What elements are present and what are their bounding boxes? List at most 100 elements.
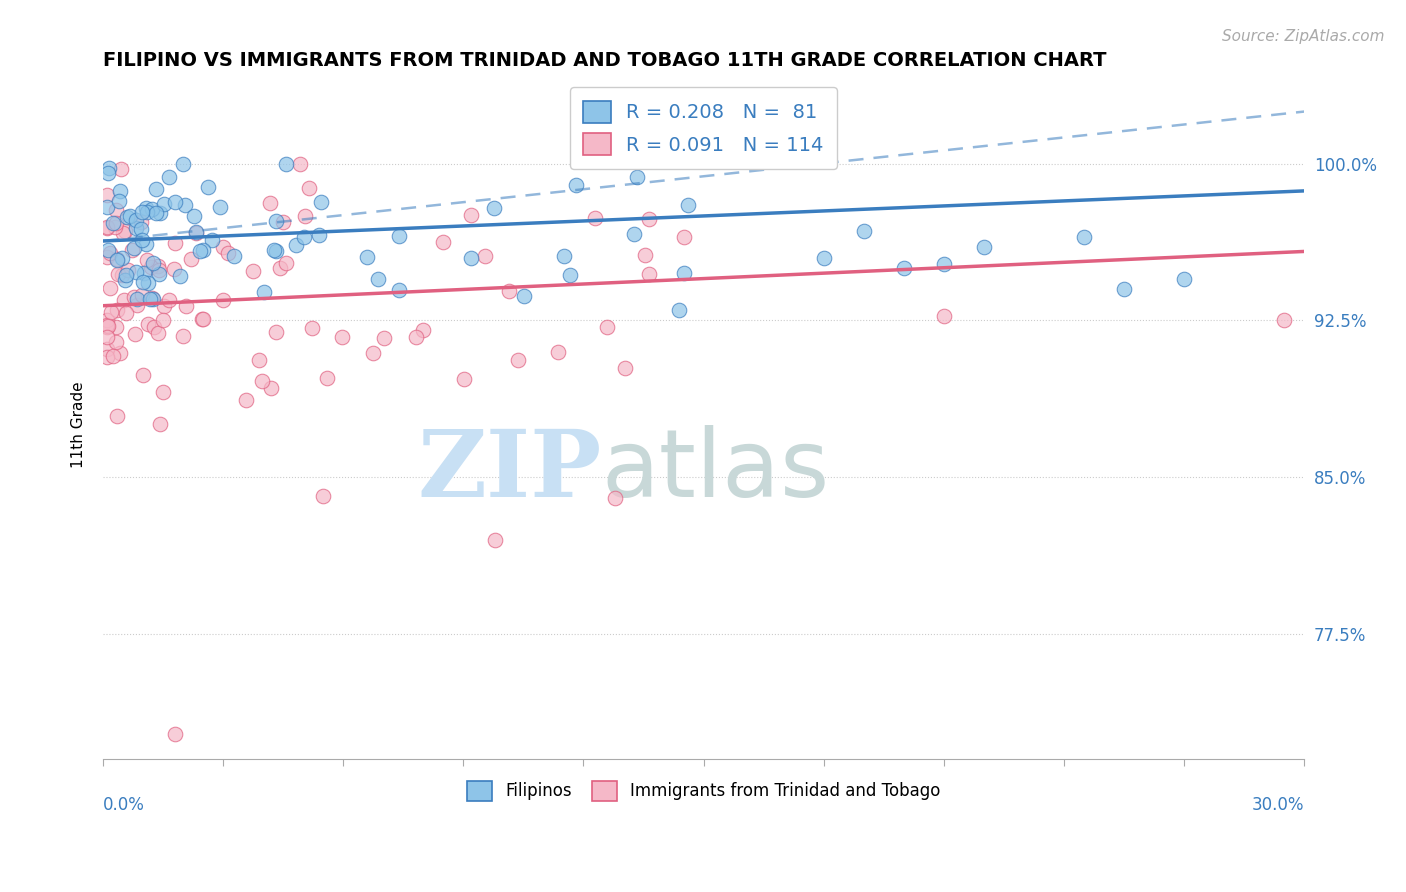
Point <box>129 215 152 229</box>
Point <box>290 157 312 171</box>
Point <box>108 194 131 208</box>
Point <box>148 267 170 281</box>
Point <box>668 302 690 317</box>
Point <box>157 169 180 184</box>
Point <box>212 293 235 307</box>
Point <box>135 236 157 251</box>
Point <box>460 208 482 222</box>
Point <box>183 209 205 223</box>
Point <box>356 250 378 264</box>
Point <box>312 489 335 503</box>
Point <box>149 206 172 220</box>
Point <box>269 260 291 275</box>
Point <box>614 361 637 376</box>
Point <box>111 268 134 282</box>
Point <box>235 393 257 408</box>
Point <box>111 252 134 266</box>
Point <box>173 198 195 212</box>
Point <box>101 349 124 363</box>
Point <box>506 353 529 368</box>
Point <box>242 263 264 277</box>
Point <box>142 256 165 270</box>
Point <box>138 293 160 307</box>
Point <box>373 330 395 344</box>
Point <box>247 353 270 368</box>
Point <box>932 309 955 323</box>
Point <box>191 312 214 326</box>
Point <box>564 178 586 192</box>
Point <box>163 727 186 741</box>
Y-axis label: 11th Grade: 11th Grade <box>72 382 86 468</box>
Point <box>104 219 127 234</box>
Point <box>152 385 174 400</box>
Point <box>634 248 657 262</box>
Point <box>172 157 194 171</box>
Point <box>1173 271 1195 285</box>
Point <box>138 276 160 290</box>
Point <box>163 261 186 276</box>
Point <box>263 243 285 257</box>
Point <box>172 328 194 343</box>
Point <box>146 259 169 273</box>
Point <box>97 319 120 334</box>
Point <box>623 227 645 241</box>
Point <box>96 220 118 235</box>
Point <box>131 222 153 236</box>
Point <box>553 248 575 262</box>
Point <box>432 235 454 249</box>
Point <box>112 227 135 241</box>
Point <box>596 319 619 334</box>
Point <box>301 321 323 335</box>
Point <box>105 302 128 317</box>
Point <box>125 265 148 279</box>
Point <box>97 161 120 175</box>
Point <box>96 312 118 326</box>
Point <box>264 214 287 228</box>
Point <box>107 267 129 281</box>
Point <box>558 268 581 283</box>
Point <box>131 288 153 302</box>
Point <box>120 210 142 224</box>
Point <box>484 533 506 547</box>
Point <box>121 244 143 258</box>
Point <box>292 230 315 244</box>
Point <box>136 253 159 268</box>
Point <box>253 285 276 300</box>
Point <box>250 374 273 388</box>
Point <box>212 240 235 254</box>
Point <box>482 201 505 215</box>
Point <box>1112 282 1135 296</box>
Point <box>117 211 139 225</box>
Point <box>131 234 153 248</box>
Point <box>96 188 118 202</box>
Point <box>127 293 149 307</box>
Point <box>146 326 169 340</box>
Point <box>136 205 159 219</box>
Point <box>132 368 155 382</box>
Point <box>114 224 136 238</box>
Point <box>209 200 232 214</box>
Point <box>184 225 207 239</box>
Point <box>112 293 135 307</box>
Point <box>197 180 219 194</box>
Legend: Filipinos, Immigrants from Trinidad and Tobago: Filipinos, Immigrants from Trinidad and … <box>460 774 948 807</box>
Point <box>271 215 294 229</box>
Point <box>124 326 146 341</box>
Point <box>813 251 835 265</box>
Point <box>294 210 316 224</box>
Point <box>145 182 167 196</box>
Point <box>330 330 353 344</box>
Point <box>143 319 166 334</box>
Point <box>260 381 283 395</box>
Point <box>96 330 118 344</box>
Point <box>105 409 128 423</box>
Point <box>932 257 955 271</box>
Point <box>605 491 627 505</box>
Point <box>127 297 149 311</box>
Point <box>274 256 297 270</box>
Point <box>583 211 606 226</box>
Point <box>114 306 136 320</box>
Point <box>191 312 214 326</box>
Point <box>672 230 695 244</box>
Point <box>98 246 121 260</box>
